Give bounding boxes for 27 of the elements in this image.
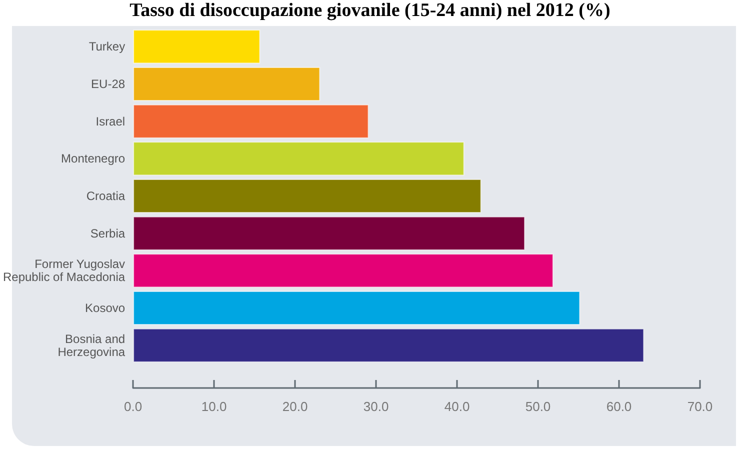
x-tick-label: 0.0 [124, 399, 142, 414]
bar [133, 179, 482, 213]
y-tick-label: EU-28 [91, 77, 126, 91]
y-tick-label: Croatia [86, 189, 126, 203]
bar [133, 216, 526, 250]
x-tick-label: 70.0 [687, 399, 713, 414]
x-tick-label: 20.0 [282, 399, 308, 414]
y-tick-label: Serbia [90, 226, 126, 240]
x-tick-label: 60.0 [606, 399, 632, 414]
bar [133, 254, 554, 288]
x-tick-label: 10.0 [201, 399, 227, 414]
y-tick-label: Bosnia and Herzegovina [58, 332, 126, 359]
bar [133, 67, 320, 101]
bar [133, 328, 644, 362]
y-tick-label: Turkey [88, 40, 126, 54]
bar [133, 104, 369, 138]
x-tick-label: 40.0 [444, 399, 470, 414]
x-tick-label: 50.0 [525, 399, 551, 414]
bar [133, 30, 260, 64]
y-tick-label: Montenegro [61, 152, 126, 166]
y-tick-label: Kosovo [85, 301, 126, 315]
y-tick-label: Israel [96, 114, 126, 128]
bar [133, 291, 580, 325]
chart-title: Tasso di disoccupazione giovanile (15-24 anni) nel 2012 (%) [128, 0, 612, 22]
bar [133, 142, 464, 176]
y-tick-label: Former Yugoslav Republic of Macedonia [2, 257, 126, 284]
x-tick-label: 30.0 [363, 399, 389, 414]
